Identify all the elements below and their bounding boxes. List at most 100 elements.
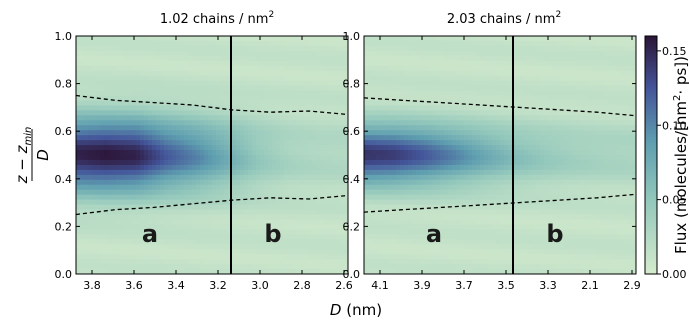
heatmap-cell (80, 40, 85, 47)
heatmap-cell (412, 150, 417, 156)
heatmap-cell (136, 179, 141, 186)
heatmap-cell (472, 95, 477, 102)
heatmap-cell (200, 36, 205, 42)
heatmap-cell (460, 115, 465, 121)
heatmap-cell (196, 214, 201, 221)
heatmap-cell (324, 80, 329, 87)
heatmap-cell (376, 90, 381, 97)
heatmap-cell (340, 110, 345, 116)
heatmap-cell (432, 199, 437, 206)
heatmap-cell (80, 179, 85, 186)
heatmap-cell (104, 249, 109, 255)
heatmap-cell (452, 229, 457, 235)
heatmap-cell (108, 130, 113, 136)
heatmap-cell (448, 75, 453, 82)
heatmap-cell (200, 169, 205, 176)
heatmap-cell (492, 80, 497, 87)
heatmap-cell (88, 125, 93, 131)
heatmap-cell (480, 219, 485, 226)
heatmap-cell (280, 264, 285, 270)
heatmap-cell (236, 159, 241, 166)
heatmap-cell (456, 90, 461, 97)
heatmap-cell (188, 224, 193, 230)
heatmap-cell (336, 239, 341, 245)
heatmap-cell (204, 264, 209, 270)
heatmap-cell (116, 194, 121, 201)
heatmap-cell (464, 179, 469, 186)
heatmap-cell (284, 249, 289, 255)
heatmap-cell (76, 115, 81, 121)
heatmap-cell (428, 264, 433, 270)
heatmap-cell (436, 234, 441, 240)
heatmap-cell (164, 150, 169, 156)
heatmap-cell (272, 145, 277, 151)
heatmap-cell (204, 110, 209, 116)
heatmap-cell (252, 100, 257, 107)
heatmap-cell (256, 219, 261, 226)
panel-left: 1.02 chains / nm2 a b 3.8 3.6 3.4 3.2 3.0 2.8… (55, 10, 353, 292)
heatmap-cell (400, 55, 405, 62)
heatmap-cell (384, 130, 389, 136)
heatmap-cell (380, 125, 385, 131)
heatmap-cell (424, 194, 429, 201)
heatmap-cell (460, 219, 465, 226)
heatmap-cell (316, 130, 321, 136)
heatmap-cell (240, 75, 245, 82)
heatmap-cell (420, 75, 425, 82)
heatmap-cell (140, 75, 145, 82)
heatmap-cell (496, 224, 501, 230)
heatmap-cell (124, 199, 129, 206)
heatmap-cell (436, 135, 441, 141)
heatmap-cell (424, 65, 429, 72)
heatmap-cell (220, 150, 225, 156)
heatmap-cell (364, 40, 369, 47)
heatmap-cell (332, 155, 337, 161)
heatmap-cell (256, 40, 261, 47)
heatmap-cell (180, 80, 185, 87)
heatmap-cell (312, 100, 317, 107)
heatmap-cell (124, 145, 129, 151)
heatmap-cell (432, 194, 437, 201)
heatmap-cell (372, 130, 377, 136)
heatmap-cell (192, 249, 197, 255)
heatmap-cell (248, 75, 253, 82)
heatmap-cell (196, 239, 201, 245)
heatmap-cell (340, 269, 345, 274)
heatmap-cell (440, 40, 445, 47)
heatmap-cell (448, 145, 453, 151)
heatmap-cell (384, 150, 389, 156)
heatmap-cell (488, 169, 493, 176)
heatmap-cell (248, 249, 253, 255)
heatmap-cell (376, 80, 381, 87)
heatmap-cell (424, 45, 429, 52)
heatmap-cell (112, 194, 117, 201)
heatmap-cell (492, 214, 497, 221)
heatmap-cell (416, 159, 421, 166)
heatmap-cell (436, 169, 441, 176)
heatmap-cell (276, 234, 281, 240)
heatmap-cell (184, 140, 189, 146)
heatmap-cell (124, 50, 129, 57)
heatmap-cell (320, 264, 325, 270)
heatmap-cell (412, 174, 417, 181)
heatmap-cell (400, 159, 405, 166)
heatmap-cell (280, 145, 285, 151)
heatmap-cell (320, 50, 325, 57)
heatmap-cell (400, 36, 405, 42)
heatmap-cell (168, 60, 173, 67)
heatmap-cell (340, 40, 345, 47)
heatmap-cell (244, 184, 249, 191)
heatmap-cell (316, 36, 321, 42)
heatmap-cell (264, 130, 269, 136)
heatmap-cell (472, 80, 477, 87)
heatmap-cell (80, 100, 85, 107)
heatmap-cell (140, 249, 145, 255)
heatmap-cell (308, 204, 313, 211)
heatmap-cell (452, 70, 457, 77)
heatmap-cell (168, 169, 173, 176)
heatmap-cell (380, 135, 385, 141)
heatmap-cell (320, 70, 325, 77)
heatmap-cell (168, 199, 173, 206)
heatmap-cell (496, 100, 501, 107)
heatmap-cell (128, 229, 133, 235)
